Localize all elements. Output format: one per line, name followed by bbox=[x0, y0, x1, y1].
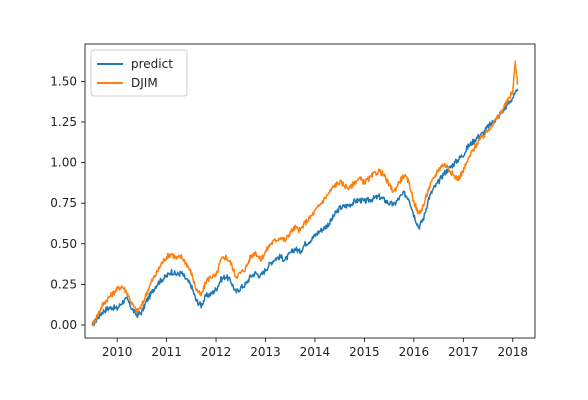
y-tick-label: 0.75 bbox=[50, 196, 77, 210]
legend-label-predict: predict bbox=[131, 57, 173, 71]
legend: predict DJIM bbox=[90, 49, 188, 97]
x-tick-label: 2013 bbox=[250, 345, 281, 359]
x-tick-label: 2017 bbox=[448, 345, 479, 359]
x-tick-label: 2016 bbox=[399, 345, 430, 359]
y-tick-label: 1.50 bbox=[50, 74, 77, 88]
series-line-djim bbox=[91, 60, 519, 327]
x-tick-label: 2018 bbox=[497, 345, 528, 359]
series-layer bbox=[91, 60, 519, 327]
y-tick-label: 1.00 bbox=[50, 156, 77, 170]
x-tick-label: 2011 bbox=[151, 345, 182, 359]
y-tick-label: 0.00 bbox=[50, 318, 77, 332]
x-tick-label: 2010 bbox=[102, 345, 133, 359]
series-line-predict bbox=[91, 88, 519, 326]
y-tick-label: 0.50 bbox=[50, 237, 77, 251]
legend-box bbox=[90, 49, 188, 97]
plot-frame bbox=[84, 43, 536, 339]
x-tick-label: 2015 bbox=[349, 345, 380, 359]
x-tick-label: 2012 bbox=[201, 345, 232, 359]
legend-label-djim: DJIM bbox=[131, 76, 158, 90]
axes-layer: 2010 2011 2012 2013 2014 2015 2016 2017 2018 0.00… bbox=[50, 74, 528, 359]
y-tick-label: 1.25 bbox=[50, 115, 77, 129]
x-tick-label: 2014 bbox=[300, 345, 331, 359]
y-tick-label: 0.25 bbox=[50, 277, 77, 291]
